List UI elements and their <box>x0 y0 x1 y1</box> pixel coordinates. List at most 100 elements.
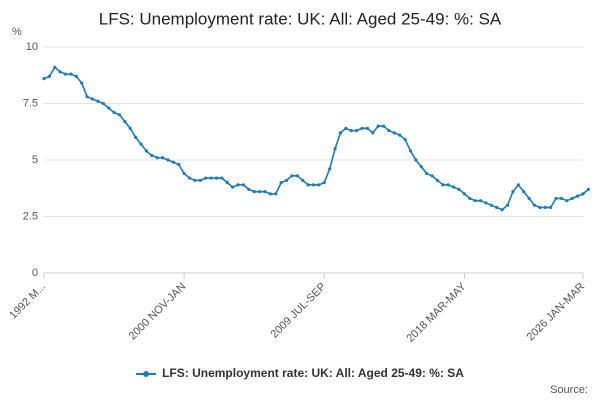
marker <box>457 187 461 191</box>
marker <box>360 126 364 130</box>
x-tick-label: 2026 JAN-MAR <box>525 281 588 344</box>
marker <box>53 65 57 69</box>
y-tick-label: 2.5 <box>23 210 38 222</box>
marker <box>160 156 165 160</box>
marker <box>425 171 429 176</box>
chart-title: LFS: Unemployment rate: UK: All: Aged 25… <box>99 9 502 28</box>
marker <box>204 176 208 180</box>
x-tick-label: 2000 NOV-JAN <box>127 281 189 343</box>
marker <box>117 113 122 117</box>
marker <box>144 149 149 153</box>
marker <box>166 158 170 162</box>
marker <box>301 178 305 182</box>
marker <box>338 131 343 135</box>
marker <box>150 153 154 158</box>
marker <box>74 74 78 78</box>
marker <box>527 196 531 201</box>
marker <box>107 106 111 110</box>
source: Source: <box>550 384 588 396</box>
marker <box>484 201 488 205</box>
marker <box>452 185 456 189</box>
marker <box>408 149 413 153</box>
marker <box>96 99 100 103</box>
marker <box>468 196 472 201</box>
marker <box>328 167 332 171</box>
marker <box>317 183 321 187</box>
marker <box>392 131 396 135</box>
marker <box>187 176 192 180</box>
x-tick-label: 1992 M... <box>7 281 48 322</box>
marker <box>155 156 159 160</box>
marker <box>177 162 181 167</box>
marker <box>565 199 569 203</box>
marker <box>570 196 574 201</box>
marker <box>349 129 353 133</box>
marker <box>101 101 105 106</box>
marker <box>112 110 116 115</box>
marker <box>446 183 450 187</box>
legend-text: LFS: Unemployment rate: UK: All: Aged 25… <box>162 366 464 380</box>
marker <box>511 190 515 194</box>
marker <box>306 183 310 187</box>
marker <box>241 183 246 187</box>
marker <box>85 95 89 99</box>
marker <box>559 196 564 201</box>
marker <box>258 190 262 194</box>
marker <box>198 178 202 182</box>
marker <box>581 192 585 196</box>
x-tick-label: 2009 JUL-SEP <box>269 281 329 341</box>
marker <box>430 174 434 178</box>
marker <box>398 133 402 137</box>
marker <box>441 183 445 187</box>
marker <box>311 183 316 187</box>
marker <box>42 77 46 81</box>
marker <box>69 72 73 76</box>
y-tick-label: 0 <box>32 267 38 279</box>
marker <box>478 199 483 203</box>
marker <box>47 74 51 78</box>
marker <box>473 199 477 203</box>
marker <box>538 205 542 210</box>
marker <box>268 192 272 196</box>
marker <box>193 178 197 182</box>
marker <box>554 196 558 201</box>
marker <box>376 124 380 128</box>
marker <box>522 190 526 194</box>
marker <box>549 205 553 210</box>
marker <box>225 181 229 185</box>
marker <box>290 174 294 178</box>
marker <box>128 126 132 130</box>
marker <box>214 176 219 180</box>
marker <box>80 81 84 85</box>
marker <box>505 203 510 207</box>
line <box>43 66 589 211</box>
marker <box>365 126 369 130</box>
marker <box>576 194 580 198</box>
marker <box>231 185 235 189</box>
marker <box>543 205 547 210</box>
marker <box>139 142 143 146</box>
marker <box>90 97 95 101</box>
y-tick-label: 10 <box>26 41 38 53</box>
marker <box>387 129 391 133</box>
marker <box>295 174 299 178</box>
marker <box>489 203 493 207</box>
marker <box>247 187 251 191</box>
marker <box>123 119 127 124</box>
marker <box>419 165 423 169</box>
marker <box>403 138 407 142</box>
marker <box>279 181 283 185</box>
y-tick-label: 5 <box>32 154 38 166</box>
marker <box>495 205 499 210</box>
marker <box>274 192 278 196</box>
legend-item: LFS: Unemployment rate: UK: All: Aged 25… <box>136 366 464 380</box>
y-tick-label: 7.5 <box>23 97 38 109</box>
marker <box>462 192 467 196</box>
marker <box>134 135 138 139</box>
marker <box>220 176 224 180</box>
legend-marker <box>143 371 150 377</box>
marker <box>284 178 289 182</box>
marker <box>381 124 386 128</box>
marker <box>252 190 256 194</box>
marker <box>435 178 440 182</box>
